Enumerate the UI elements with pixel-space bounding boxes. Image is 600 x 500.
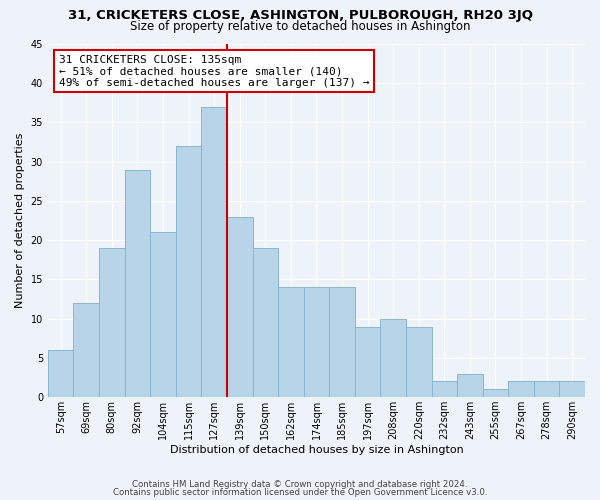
Bar	[278, 288, 304, 397]
Bar	[99, 248, 125, 397]
Bar	[304, 288, 329, 397]
Y-axis label: Number of detached properties: Number of detached properties	[15, 133, 25, 308]
Bar	[253, 248, 278, 397]
Text: Contains HM Land Registry data © Crown copyright and database right 2024.: Contains HM Land Registry data © Crown c…	[132, 480, 468, 489]
Bar	[48, 350, 73, 397]
X-axis label: Distribution of detached houses by size in Ashington: Distribution of detached houses by size …	[170, 445, 463, 455]
Bar	[457, 374, 482, 397]
Bar	[380, 318, 406, 397]
Bar	[150, 232, 176, 397]
Bar	[534, 382, 559, 397]
Bar	[329, 288, 355, 397]
Bar	[406, 326, 431, 397]
Bar	[482, 390, 508, 397]
Text: 31, CRICKETERS CLOSE, ASHINGTON, PULBOROUGH, RH20 3JQ: 31, CRICKETERS CLOSE, ASHINGTON, PULBORO…	[67, 9, 533, 22]
Bar	[176, 146, 202, 397]
Bar	[125, 170, 150, 397]
Bar	[559, 382, 585, 397]
Bar	[508, 382, 534, 397]
Text: 31 CRICKETERS CLOSE: 135sqm
← 51% of detached houses are smaller (140)
49% of se: 31 CRICKETERS CLOSE: 135sqm ← 51% of det…	[59, 54, 369, 88]
Bar	[355, 326, 380, 397]
Bar	[431, 382, 457, 397]
Bar	[202, 107, 227, 397]
Text: Contains public sector information licensed under the Open Government Licence v3: Contains public sector information licen…	[113, 488, 487, 497]
Text: Size of property relative to detached houses in Ashington: Size of property relative to detached ho…	[130, 20, 470, 33]
Bar	[73, 303, 99, 397]
Bar	[227, 216, 253, 397]
